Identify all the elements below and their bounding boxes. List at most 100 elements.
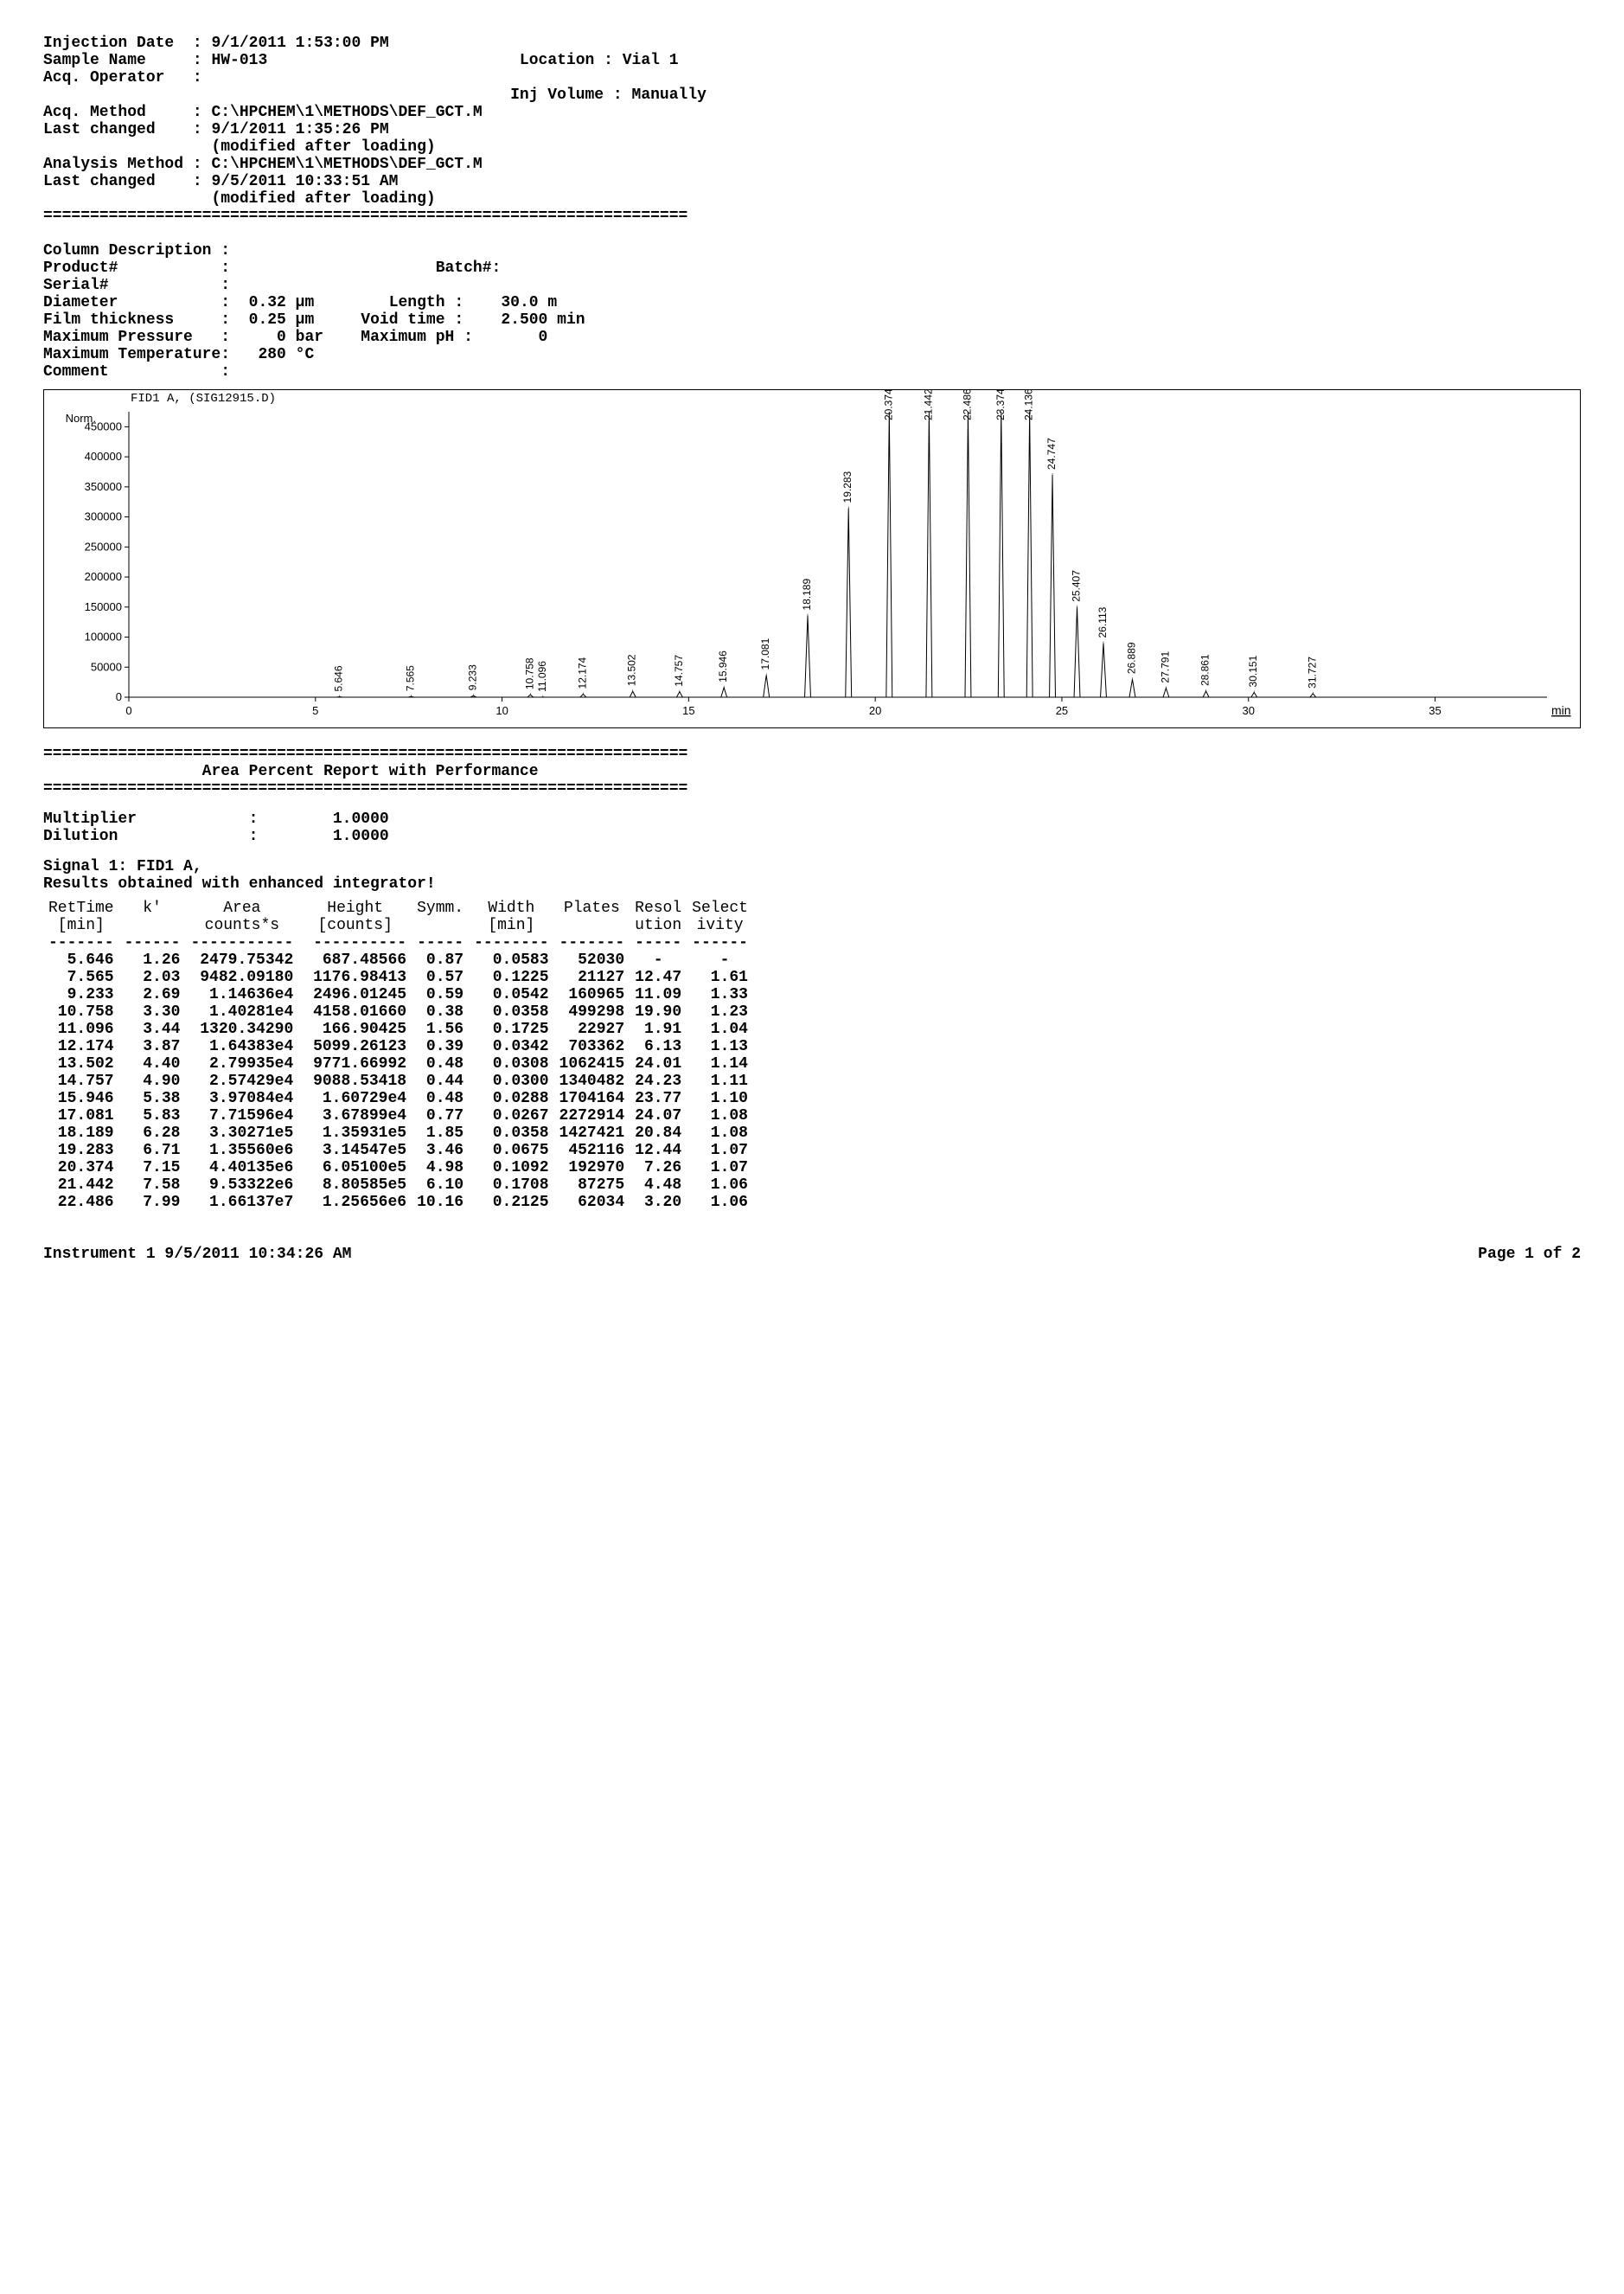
svg-text:12.174: 12.174 [576,657,588,689]
svg-text:27.791: 27.791 [1159,651,1171,683]
table-cell: 12.44 [630,1142,687,1159]
table-cell: 5.83 [119,1107,186,1125]
svg-text:400000: 400000 [85,450,122,463]
table-cell: 20.374 [43,1159,119,1176]
table-col-subheader [412,917,469,934]
table-cell: 1.35560e6 [185,1142,298,1159]
svg-text:15.946: 15.946 [717,650,729,682]
table-cell: 2479.75342 [185,952,298,969]
table-cell: 2.03 [119,969,186,986]
product-batch: Product# : Batch#: [43,260,1581,277]
table-row: 7.5652.039482.09180 1176.98413 0.570.122… [43,969,753,986]
svg-text:250000: 250000 [85,540,122,553]
svg-text:25.407: 25.407 [1071,570,1083,602]
svg-text:26.889: 26.889 [1125,642,1137,674]
table-cell: 499298 [554,1003,630,1021]
table-cell: 1.64383e4 [185,1038,298,1055]
svg-text:18.189: 18.189 [801,579,813,611]
table-cell: 6.28 [119,1125,186,1142]
table-cell: 7.99 [119,1194,186,1211]
svg-text:24.136: 24.136 [1023,390,1035,420]
table-cell: 11.096 [43,1021,119,1038]
table-cell: 17.081 [43,1107,119,1125]
table-cell: - [630,952,687,969]
svg-text:7.565: 7.565 [404,665,416,691]
table-col-subheader: ution [630,917,687,934]
column-description: Column Description : Product# : Batch#: … [43,242,1581,381]
peak-table-body: 5.6461.262479.75342 687.48566 0.870.0583… [43,952,753,1211]
table-col-header: Symm. [412,900,469,917]
table-cell: 1.25656e6 [298,1194,412,1211]
report-title-block: ========================================… [43,746,1581,798]
table-cell: 1.85 [412,1125,469,1142]
table-row: 20.3747.154.40135e6 6.05100e5 4.980.1092… [43,1159,753,1176]
table-cell: 1.61 [687,969,753,986]
table-cell: 5.38 [119,1090,186,1107]
table-col-subheader: [min] [469,917,553,934]
svg-text:350000: 350000 [85,480,122,493]
svg-text:50000: 50000 [91,660,122,673]
table-cell: 7.26 [630,1159,687,1176]
svg-text:35: 35 [1429,704,1441,717]
table-cell: 0.1225 [469,969,553,986]
table-cell: 6.10 [412,1176,469,1194]
table-cell: 1704164 [554,1090,630,1107]
diameter-length: Diameter : 0.32 µm Length : 30.0 m [43,294,1581,311]
table-row: 12.1743.871.64383e4 5099.26123 0.390.034… [43,1038,753,1055]
table-cell: 8.80585e5 [298,1176,412,1194]
svg-text:23.374: 23.374 [994,390,1007,420]
table-col-subheader [119,917,186,934]
table-cell: 9088.53418 [298,1073,412,1090]
svg-text:19.283: 19.283 [841,471,854,503]
footer-right: Page 1 of 2 [1478,1246,1581,1263]
table-cell: 4.90 [119,1073,186,1090]
table-separator: ------- [554,934,630,952]
table-row: 11.0963.441320.34290 166.90425 1.560.172… [43,1021,753,1038]
svg-text:5.646: 5.646 [333,665,345,691]
table-separator: ------ [119,934,186,952]
table-cell: 0.0342 [469,1038,553,1055]
table-cell: 4158.01660 [298,1003,412,1021]
table-col-subheader: [min] [43,917,119,934]
table-cell: 1.91 [630,1021,687,1038]
table-separator: ---------- [298,934,412,952]
table-separator: ------- [43,934,119,952]
table-separator: ----- [630,934,687,952]
table-cell: 1.06 [687,1194,753,1211]
table-cell: 2.79935e4 [185,1055,298,1073]
table-col-header: Height [298,900,412,917]
table-cell: 3.46 [412,1142,469,1159]
table-cell: 3.87 [119,1038,186,1055]
table-cell: 1.35931e5 [298,1125,412,1142]
table-cell: 0.0308 [469,1055,553,1073]
svg-text:14.757: 14.757 [673,655,685,687]
table-cell: 1.11 [687,1073,753,1090]
table-cell: 0.44 [412,1073,469,1090]
analysis-method: Analysis Method : C:\HPCHEM\1\METHODS\DE… [43,156,1581,173]
table-cell: 12.174 [43,1038,119,1055]
svg-text:26.113: 26.113 [1097,606,1109,638]
table-cell: 24.23 [630,1073,687,1090]
table-cell: 687.48566 [298,952,412,969]
table-cell: 13.502 [43,1055,119,1073]
table-cell: 1.08 [687,1125,753,1142]
table-cell: 7.565 [43,969,119,986]
table-cell: 0.48 [412,1090,469,1107]
signal-id: Signal 1: FID1 A, [43,858,1581,875]
col-title: Column Description : [43,242,1581,260]
table-cell: 192970 [554,1159,630,1176]
table-cell: 2.57429e4 [185,1073,298,1090]
comment: Comment : [43,363,1581,381]
table-cell: 0.0542 [469,986,553,1003]
table-cell: 0.39 [412,1038,469,1055]
table-cell: 0.1708 [469,1176,553,1194]
table-cell: 0.59 [412,986,469,1003]
peak-table-head: RetTimek'AreaHeightSymm.WidthPlatesResol… [43,900,753,952]
svg-text:31.727: 31.727 [1306,657,1318,689]
table-cell: 3.97084e4 [185,1090,298,1107]
integrator-note: Results obtained with enhanced integrato… [43,875,1581,893]
serial: Serial# : [43,277,1581,294]
svg-text:20: 20 [869,704,881,717]
table-cell: 4.40135e6 [185,1159,298,1176]
table-cell: 1340482 [554,1073,630,1090]
